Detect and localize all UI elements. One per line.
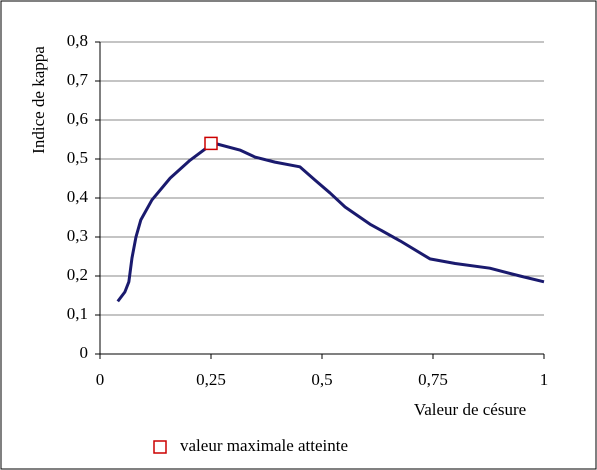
legend-label: valeur maximale atteinte <box>180 436 348 455</box>
x-tick-label: 0 <box>96 370 105 389</box>
y-tick-label: 0,4 <box>67 187 89 206</box>
y-tick-label: 0,2 <box>67 265 88 284</box>
y-tick-label: 0,6 <box>67 109 88 128</box>
x-tick-label: 0,5 <box>311 370 332 389</box>
x-axis-label: Valeur de césure <box>414 400 526 419</box>
x-tick-label: 0,25 <box>196 370 226 389</box>
x-tick-label: 1 <box>540 370 549 389</box>
y-tick-label: 0,1 <box>67 304 88 323</box>
y-tick-label: 0 <box>80 343 89 362</box>
y-tick-label: 0,8 <box>67 31 88 50</box>
y-axis-label: Indice de kappa <box>29 46 48 154</box>
y-tick-label: 0,3 <box>67 226 88 245</box>
legend-swatch <box>153 440 167 454</box>
data-line <box>116 141 545 303</box>
max-marker <box>204 136 218 151</box>
x-tick-label: 0,75 <box>418 370 448 389</box>
y-tick-label: 0,5 <box>67 148 88 167</box>
y-tick-label: 0,7 <box>67 70 89 89</box>
